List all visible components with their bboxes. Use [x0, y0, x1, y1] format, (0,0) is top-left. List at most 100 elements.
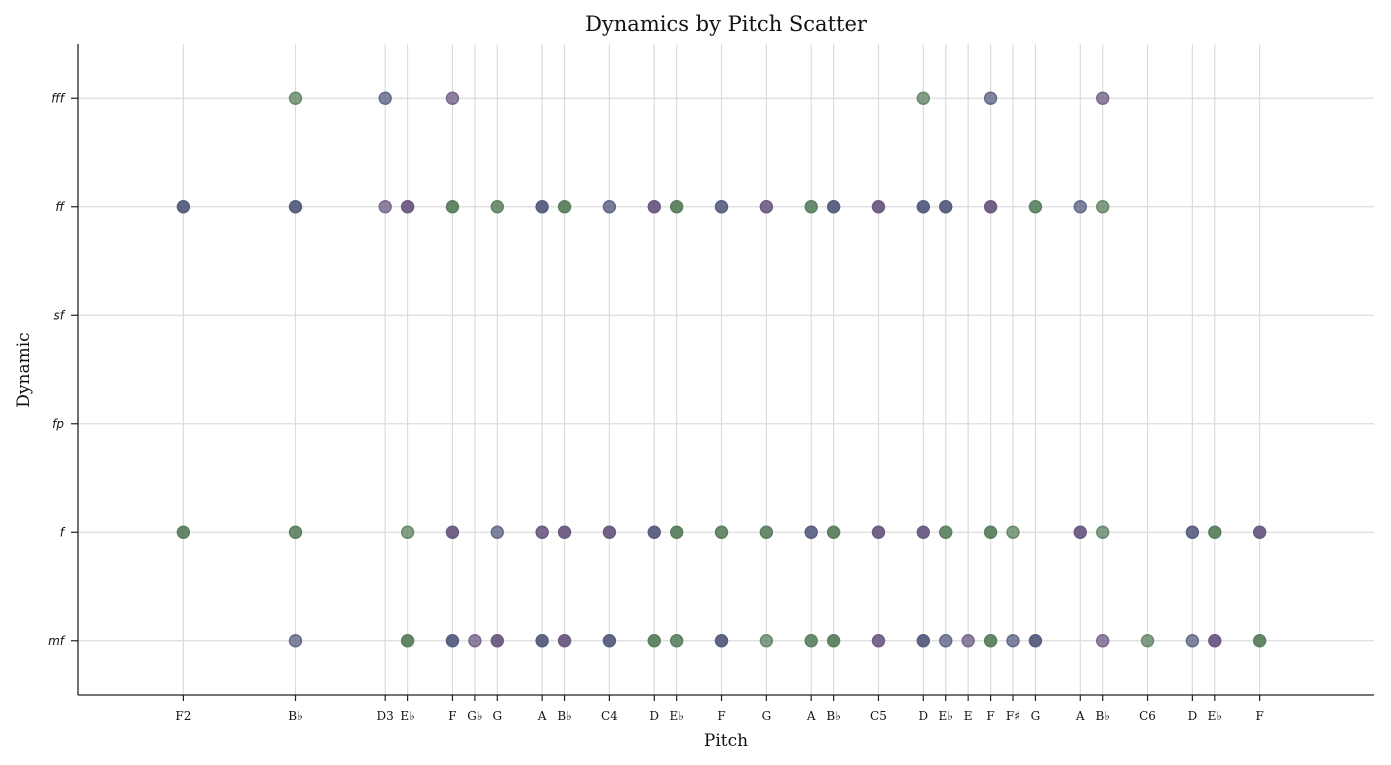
y-tick-label: fff: [51, 91, 66, 105]
x-tick-label: E♭: [939, 709, 953, 723]
scatter-point: [647, 525, 661, 539]
scatter-point: [468, 634, 482, 648]
x-tick-label: C5: [870, 709, 887, 723]
scatter-point: [602, 634, 617, 648]
scatter-point: [916, 634, 931, 648]
scatter-point: [1185, 525, 1200, 539]
x-axis-label: Pitch: [704, 731, 748, 751]
x-tick-label: D: [649, 709, 659, 723]
scatter-point: [1252, 525, 1267, 539]
y-tick-label: mf: [48, 634, 66, 648]
axes: [77, 44, 1374, 696]
scatter-point: [647, 634, 661, 648]
scatter-point: [939, 634, 953, 648]
scatter-point: [1252, 634, 1267, 648]
scatter-point: [378, 91, 392, 105]
x-tick-label: A: [1075, 709, 1085, 723]
data-points: [176, 91, 1267, 648]
scatter-point: [669, 525, 684, 539]
y-tick-label: sf: [54, 308, 66, 322]
scatter-point: [1095, 634, 1110, 648]
scatter-point: [939, 525, 953, 539]
scatter-point: [804, 200, 818, 214]
chart-title: Dynamics by Pitch Scatter: [585, 12, 868, 36]
x-tick-label: A: [537, 709, 547, 723]
x-tick-label: G: [762, 709, 772, 723]
x-tick-label: D3: [377, 709, 394, 723]
scatter-point: [1073, 200, 1087, 214]
scatter-point: [602, 200, 617, 214]
scatter-point: [1006, 634, 1020, 648]
scatter-point: [378, 200, 392, 214]
scatter-point: [535, 634, 549, 648]
x-tick-label: G: [492, 709, 502, 723]
scatter-point: [871, 634, 886, 648]
scatter-point: [445, 525, 460, 539]
x-tick-label: C6: [1139, 709, 1156, 723]
x-tick-label: E♭: [400, 709, 414, 723]
scatter-point: [916, 525, 931, 539]
scatter-point: [647, 200, 661, 214]
scatter-point: [871, 200, 886, 214]
scatter-point: [1073, 525, 1087, 539]
scatter-point: [669, 634, 684, 648]
scatter-point: [288, 525, 303, 539]
scatter-point: [916, 200, 931, 214]
scatter-point: [445, 91, 460, 105]
scatter-point: [759, 634, 774, 648]
scatter-point: [535, 200, 549, 214]
scatter-point: [1006, 525, 1020, 539]
y-tick-label: fp: [52, 417, 64, 431]
x-tick-label: E: [964, 709, 973, 723]
scatter-point: [400, 525, 415, 539]
x-tick-label: D: [1188, 709, 1198, 723]
scatter-point: [826, 525, 841, 539]
scatter-point: [490, 200, 504, 214]
scatter-point: [826, 200, 841, 214]
scatter-point: [983, 525, 998, 539]
scatter-point: [1185, 634, 1200, 648]
scatter-point: [1095, 91, 1110, 105]
scatter-point: [1140, 634, 1155, 648]
scatter-point: [916, 91, 931, 105]
scatter-point: [983, 200, 998, 214]
x-tick-label: B♭: [1095, 709, 1109, 723]
scatter-point: [1028, 634, 1043, 648]
scatter-point: [557, 200, 572, 214]
scatter-point: [1208, 525, 1222, 539]
x-tick-label: B♭: [557, 709, 571, 723]
scatter-point: [961, 634, 975, 648]
scatter-point: [400, 634, 415, 648]
scatter-point: [400, 200, 415, 214]
scatter-point: [826, 634, 841, 648]
scatter-point: [445, 200, 460, 214]
scatter-point: [445, 634, 460, 648]
x-tick-label: F: [1255, 709, 1263, 723]
x-tick-label: E♭: [669, 709, 683, 723]
scatter-point: [939, 200, 953, 214]
x-tick-label: D: [919, 709, 929, 723]
x-tick-label: A: [806, 709, 816, 723]
x-tick-label: F2: [175, 709, 191, 723]
scatter-point: [804, 634, 818, 648]
grid-lines: [78, 44, 1374, 695]
scatter-point: [288, 200, 303, 214]
x-tick-label: B♭: [288, 709, 302, 723]
scatter-point: [983, 634, 998, 648]
scatter-point: [602, 525, 617, 539]
y-tick-label: f: [60, 525, 66, 539]
scatter-point: [176, 525, 191, 539]
y-tick-label: ff: [55, 200, 65, 214]
x-tick-label: G♭: [467, 709, 482, 723]
scatter-point: [176, 200, 191, 214]
scatter-point: [804, 525, 818, 539]
scatter-point: [714, 200, 729, 214]
scatter-point: [714, 634, 729, 648]
scatter-point: [1208, 634, 1222, 648]
scatter-point: [557, 634, 572, 648]
x-tick-label: C4: [601, 709, 618, 723]
scatter-point: [759, 200, 774, 214]
scatter-point: [1095, 200, 1110, 214]
scatter-point: [983, 91, 998, 105]
